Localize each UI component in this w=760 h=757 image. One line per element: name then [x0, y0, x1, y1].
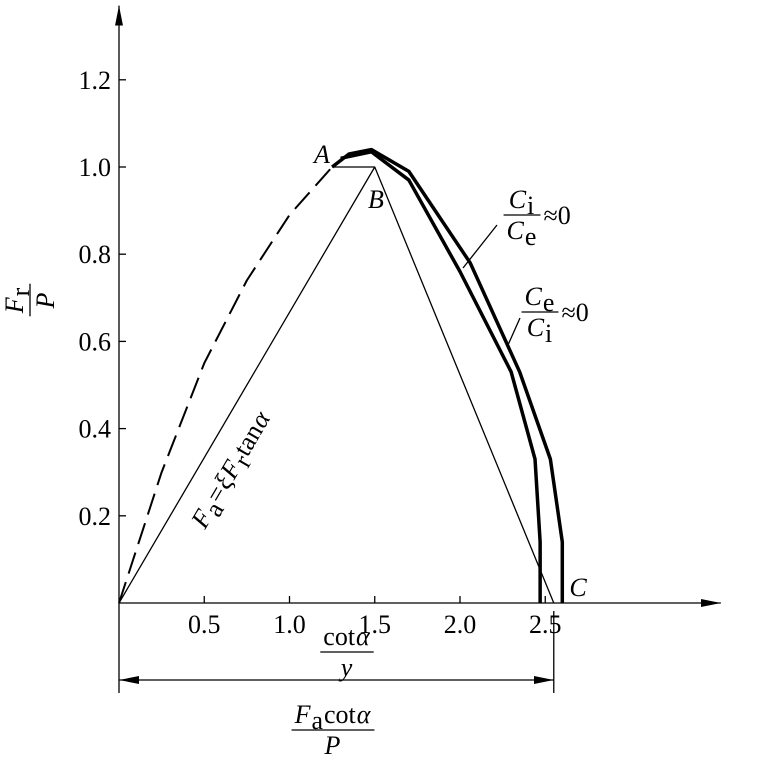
- text-part: a: [311, 706, 323, 735]
- text-part: P: [324, 731, 341, 757]
- text-part: C: [525, 282, 543, 311]
- text-part: cot: [323, 622, 356, 651]
- curve: [118, 166, 333, 604]
- y-axis-label: FrP: [0, 283, 60, 317]
- text-run: cot α: [323, 622, 371, 651]
- leader-line: [462, 224, 498, 269]
- text-part: i: [545, 319, 552, 348]
- y-tick-label: 0.4: [79, 415, 112, 444]
- text-part: e: [525, 222, 537, 251]
- curve: [118, 166, 555, 604]
- text-part: cot: [324, 700, 357, 729]
- point-label: A: [312, 140, 330, 169]
- text-part: y: [338, 653, 353, 682]
- text-run: ≈0: [543, 201, 570, 230]
- text-part: F: [294, 700, 312, 729]
- y-tick-label: 0.2: [79, 502, 112, 531]
- text-run: P: [31, 292, 60, 309]
- y-tick-label: 1.2: [79, 66, 112, 95]
- leader-line: [507, 317, 521, 346]
- text-part: P: [31, 292, 60, 309]
- text-part: C: [509, 185, 527, 214]
- text-part: ≈0: [543, 201, 570, 230]
- y-tick-label: 1.0: [79, 153, 112, 182]
- point-label: B: [368, 185, 384, 214]
- x-axis-label: cot αy: [320, 622, 374, 682]
- y-tick-label: 0.8: [79, 240, 112, 269]
- text-run: ≈0: [561, 298, 588, 327]
- x-tick-label: 1.0: [273, 610, 306, 639]
- text-part: r: [6, 287, 35, 296]
- text-run: y: [338, 653, 353, 682]
- text-part: α: [356, 622, 371, 651]
- text-part: e: [543, 288, 555, 317]
- text-part: ≈0: [561, 298, 588, 327]
- curve: [340, 149, 542, 603]
- text-part: i: [527, 191, 534, 220]
- x-tick-label: 1.5: [359, 610, 392, 639]
- y-tick-label: 0.6: [79, 327, 112, 356]
- text-part: F: [0, 296, 29, 314]
- text-run: Fr: [0, 287, 35, 314]
- x-tick-label: 2.5: [529, 610, 562, 639]
- text-part: C: [507, 216, 525, 245]
- text-part: C: [527, 313, 545, 342]
- text-run: P: [324, 731, 341, 757]
- curve: [331, 147, 565, 603]
- point-label: C: [569, 573, 587, 602]
- x-tick-label: 0.5: [188, 610, 221, 639]
- text-part: α: [357, 700, 372, 729]
- x-tick-label: 2.0: [444, 610, 477, 639]
